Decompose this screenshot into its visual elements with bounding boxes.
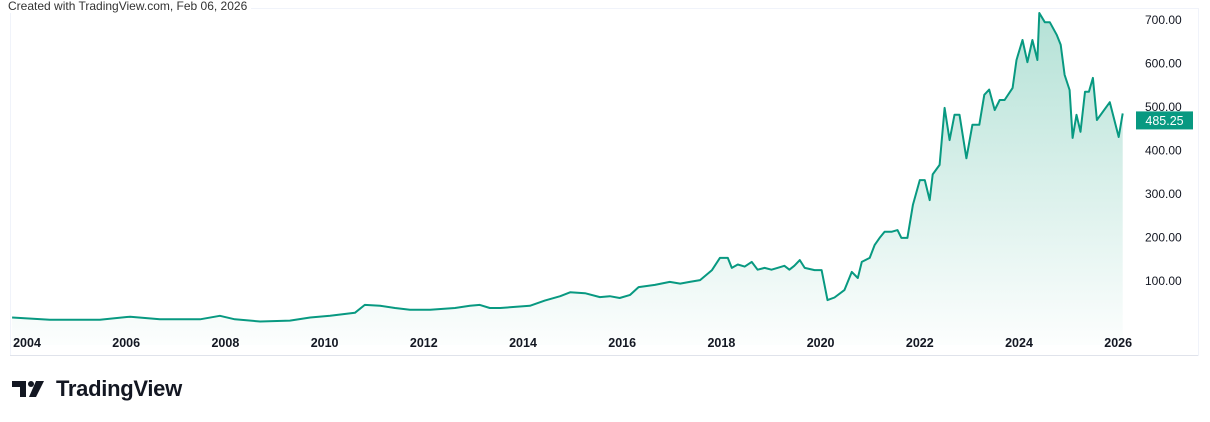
y-tick-label: 400.00 [1145, 144, 1182, 158]
y-tick-label: 600.00 [1145, 57, 1182, 71]
x-tick-label: 2024 [1005, 336, 1033, 350]
x-tick-label: 2020 [807, 336, 835, 350]
last-price-label: 485.25 [1145, 114, 1183, 128]
x-tick-label: 2006 [112, 336, 140, 350]
y-tick-label: 700.00 [1145, 13, 1182, 27]
x-tick-label: 2014 [509, 336, 537, 350]
x-tick-label: 2008 [211, 336, 239, 350]
price-area [12, 13, 1123, 345]
x-tick-label: 2004 [13, 336, 41, 350]
last-price-tag [1136, 111, 1193, 130]
x-tick-label: 2026 [1104, 336, 1132, 350]
y-tick-label: 500.00 [1145, 100, 1182, 114]
x-tick-label: 2016 [608, 336, 636, 350]
price-line [12, 12, 1124, 323]
chart-caption: Created with TradingView.com, Feb 06, 20… [8, 0, 252, 13]
y-tick-label: 300.00 [1145, 187, 1182, 201]
x-tick-label: 2018 [707, 336, 735, 350]
price-chart[interactable]: 100.00 200.00 300.00 400.00 500.00 600.00 700.… [0, 0, 1210, 370]
x-tick-label: 2022 [906, 336, 934, 350]
tradingview-logo-icon [12, 381, 44, 397]
x-tick-label: 2012 [410, 336, 438, 350]
tradingview-logo[interactable]: TradingView [12, 376, 182, 402]
y-tick-label: 100.00 [1145, 274, 1182, 288]
y-tick-label: 200.00 [1145, 231, 1182, 245]
x-tick-label: 2010 [311, 336, 339, 350]
tradingview-wordmark: TradingView [56, 376, 182, 401]
